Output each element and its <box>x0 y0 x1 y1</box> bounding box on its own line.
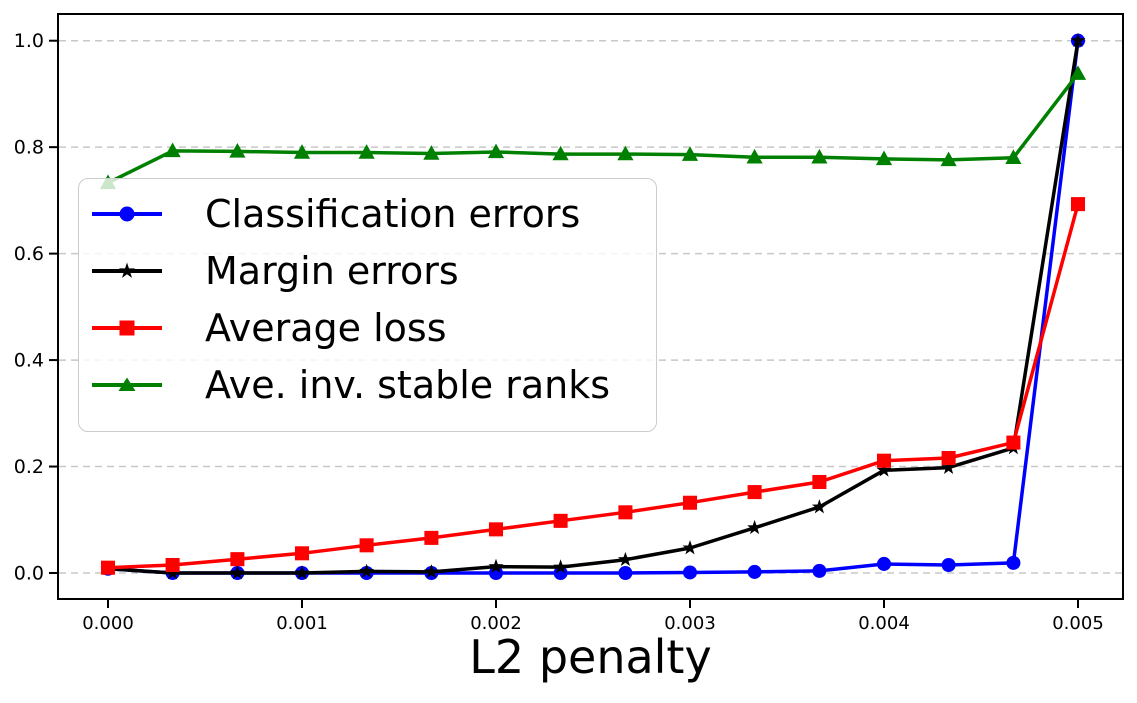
data-point-square-2-15 <box>1070 197 1086 212</box>
legend-star-icon <box>92 262 162 278</box>
x-tick-label: 0.004 <box>858 613 910 634</box>
data-point-star-1-11 <box>811 499 827 514</box>
data-point-star-1-2 <box>229 565 245 580</box>
data-point-square-2-8 <box>618 505 633 520</box>
y-tick-label: 1.0 <box>14 30 44 52</box>
legend-item-0: Classification errors <box>91 185 642 242</box>
data-point-star-1-6 <box>488 558 504 573</box>
data-point-triangle-3-6 <box>487 143 505 159</box>
data-point-circle-0-14 <box>1006 555 1021 570</box>
data-point-triangle-3-5 <box>423 145 440 160</box>
y-tick-label: 0.4 <box>14 350 44 372</box>
data-point-circle-0-9 <box>682 565 698 580</box>
legend-marker-circle <box>119 206 135 221</box>
data-point-square-2-1 <box>165 557 180 573</box>
data-point-square-2-14 <box>1006 435 1021 450</box>
data-point-star-1-12 <box>876 462 892 477</box>
data-point-triangle-3-14 <box>1005 149 1022 165</box>
x-tick-label: 0.000 <box>82 613 134 634</box>
data-point-star-1-15 <box>1070 32 1086 48</box>
data-point-square-2-3 <box>294 546 310 561</box>
data-point-star-1-3 <box>294 565 310 580</box>
data-point-square-2-4 <box>359 538 374 553</box>
data-point-circle-0-13 <box>941 557 956 573</box>
data-point-star-1-13 <box>941 459 957 474</box>
data-point-circle-0-7 <box>553 565 568 581</box>
legend-circle-icon <box>92 206 162 221</box>
x-tick-label: 0.001 <box>276 613 328 634</box>
data-point-circle-0-10 <box>747 564 762 579</box>
data-point-triangle-3-10 <box>746 148 763 164</box>
data-point-star-1-1 <box>165 565 181 580</box>
data-point-square-2-0 <box>100 560 116 575</box>
legend: Classification errors Margin errors Averag… <box>78 178 657 432</box>
data-point-triangle-3-15 <box>1069 65 1087 80</box>
plot-border <box>57 13 1124 600</box>
data-point-triangle-3-1 <box>164 142 181 158</box>
data-point-star-1-8 <box>617 551 633 567</box>
legend-item-2: Average loss <box>91 299 642 356</box>
data-point-circle-0-12 <box>876 556 892 571</box>
data-point-square-2-13 <box>941 451 956 466</box>
x-tick-label: 0.003 <box>664 613 716 634</box>
data-point-triangle-3-7 <box>552 145 569 161</box>
y-tick-label: 0.0 <box>14 563 44 585</box>
series-line-1 <box>106 38 1080 575</box>
legend-marker-triangle <box>118 377 136 391</box>
data-point-star-1-4 <box>359 563 375 578</box>
legend-label: Average loss <box>205 305 447 350</box>
legend-marker-square <box>119 320 135 335</box>
x-axis-label: L2 penalty <box>469 630 712 684</box>
data-point-triangle-3-8 <box>617 145 634 161</box>
x-tick-label: 0.002 <box>470 613 522 634</box>
data-point-square-2-11 <box>812 474 827 489</box>
y-tick-label: 0.2 <box>14 456 44 478</box>
data-point-triangle-3-2 <box>229 143 246 158</box>
legend-label: Ave. inv. stable ranks <box>205 362 611 407</box>
data-point-triangle-3-9 <box>681 146 699 161</box>
legend-triangle-icon <box>92 377 162 391</box>
data-point-circle-0-11 <box>812 563 827 578</box>
legend-item-1: Margin errors <box>91 242 642 299</box>
data-point-triangle-3-12 <box>875 150 893 166</box>
data-point-star-1-10 <box>747 519 763 535</box>
data-point-star-1-9 <box>682 540 698 555</box>
legend-square-icon <box>92 320 162 335</box>
data-point-square-2-7 <box>553 513 568 528</box>
data-point-triangle-3-13 <box>940 151 957 167</box>
x-tick-label: 0.005 <box>1052 613 1104 634</box>
series-line-2 <box>106 202 1080 570</box>
data-point-square-2-6 <box>488 522 504 537</box>
legend-label: Margin errors <box>205 248 459 293</box>
data-point-triangle-3-11 <box>811 148 828 164</box>
data-point-square-2-12 <box>876 453 892 468</box>
legend-label: Classification errors <box>205 191 581 236</box>
series-line-3 <box>106 71 1080 185</box>
data-point-star-1-7 <box>553 559 569 574</box>
legend-marker-star <box>118 262 136 278</box>
data-point-square-2-5 <box>424 530 439 545</box>
y-tick-label: 0.6 <box>14 243 44 265</box>
data-point-triangle-3-4 <box>358 144 375 159</box>
data-point-square-2-10 <box>747 485 762 500</box>
data-point-star-1-5 <box>423 564 439 579</box>
legend-item-3: Ave. inv. stable ranks <box>91 356 642 413</box>
data-point-square-2-9 <box>682 495 698 510</box>
y-tick-label: 0.8 <box>14 137 44 159</box>
data-point-circle-0-8 <box>618 565 633 581</box>
data-point-triangle-3-3 <box>293 144 311 159</box>
data-point-square-2-2 <box>230 552 245 567</box>
